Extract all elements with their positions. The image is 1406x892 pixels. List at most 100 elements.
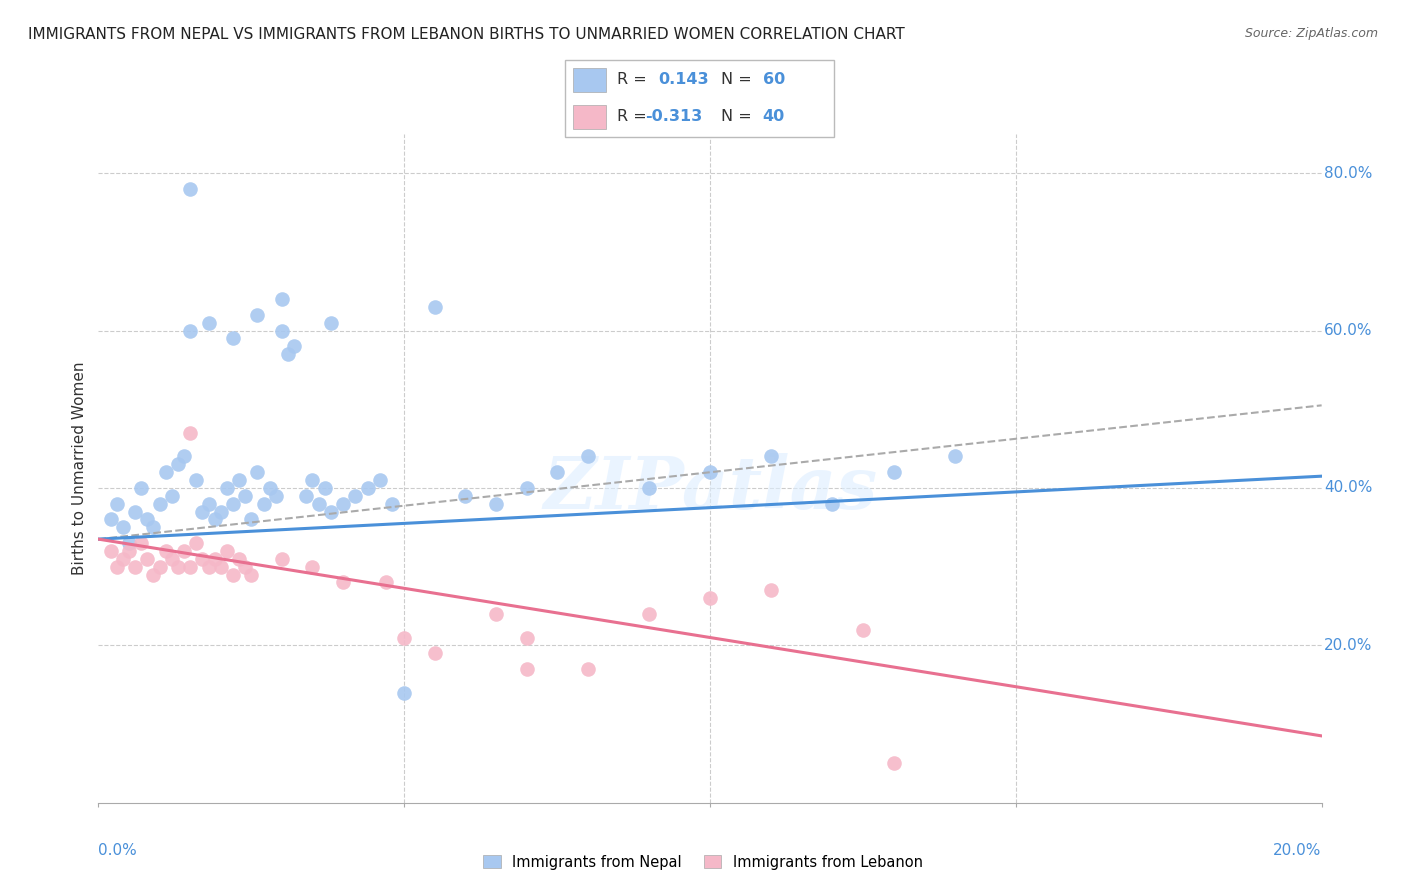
Point bbox=[179, 559, 201, 574]
Point bbox=[356, 481, 378, 495]
Point bbox=[118, 536, 141, 550]
Point bbox=[759, 583, 782, 598]
Point bbox=[160, 551, 183, 566]
Point bbox=[637, 607, 661, 621]
Point bbox=[423, 646, 446, 660]
Point bbox=[129, 481, 152, 495]
Point bbox=[277, 347, 299, 361]
Text: 60: 60 bbox=[762, 72, 785, 87]
Point bbox=[546, 465, 568, 479]
Point bbox=[301, 559, 323, 574]
Point bbox=[246, 308, 269, 322]
Point bbox=[344, 489, 367, 503]
Point bbox=[118, 544, 141, 558]
Legend: Immigrants from Nepal, Immigrants from Lebanon: Immigrants from Nepal, Immigrants from L… bbox=[477, 849, 929, 876]
Point bbox=[179, 425, 201, 440]
Point bbox=[516, 631, 538, 645]
Point bbox=[215, 481, 238, 495]
Point bbox=[883, 465, 905, 479]
Point bbox=[374, 575, 396, 590]
Point bbox=[155, 465, 177, 479]
Point bbox=[314, 481, 336, 495]
Point bbox=[332, 497, 354, 511]
Point bbox=[943, 450, 966, 464]
Point bbox=[149, 497, 172, 511]
Point bbox=[485, 497, 508, 511]
Point bbox=[186, 473, 208, 487]
Point bbox=[173, 450, 195, 464]
Point bbox=[111, 520, 134, 534]
Text: ZIPatlas: ZIPatlas bbox=[543, 453, 877, 524]
Point bbox=[381, 497, 404, 511]
Point bbox=[142, 567, 165, 582]
Point bbox=[191, 505, 214, 519]
Point bbox=[240, 512, 263, 526]
Point bbox=[332, 575, 354, 590]
Point bbox=[149, 559, 172, 574]
Text: Source: ZipAtlas.com: Source: ZipAtlas.com bbox=[1244, 27, 1378, 40]
Point bbox=[111, 551, 134, 566]
Point bbox=[197, 497, 219, 511]
Point bbox=[179, 324, 201, 338]
Point bbox=[160, 489, 183, 503]
Point bbox=[233, 489, 256, 503]
Point bbox=[222, 567, 245, 582]
Text: N =: N = bbox=[721, 72, 758, 87]
Point bbox=[454, 489, 477, 503]
Text: R =: R = bbox=[617, 109, 652, 124]
Point bbox=[100, 512, 122, 526]
Point bbox=[699, 465, 721, 479]
Point bbox=[295, 489, 318, 503]
Point bbox=[105, 497, 128, 511]
Text: R =: R = bbox=[617, 72, 657, 87]
Point bbox=[197, 316, 219, 330]
Point bbox=[100, 544, 122, 558]
Text: 0.0%: 0.0% bbox=[98, 843, 138, 858]
Point bbox=[129, 536, 152, 550]
FancyBboxPatch shape bbox=[574, 68, 606, 92]
Point bbox=[301, 473, 323, 487]
Point bbox=[270, 551, 292, 566]
Y-axis label: Births to Unmarried Women: Births to Unmarried Women bbox=[72, 361, 87, 575]
Point bbox=[173, 544, 195, 558]
Point bbox=[259, 481, 281, 495]
Point bbox=[576, 450, 599, 464]
Point bbox=[167, 458, 190, 472]
Point bbox=[124, 505, 146, 519]
Text: -0.313: -0.313 bbox=[644, 109, 702, 124]
Point bbox=[136, 551, 159, 566]
Text: 20.0%: 20.0% bbox=[1324, 638, 1372, 653]
Point bbox=[215, 544, 238, 558]
Point bbox=[270, 292, 292, 306]
Point bbox=[368, 473, 391, 487]
Point bbox=[240, 567, 263, 582]
Point bbox=[105, 559, 128, 574]
Point bbox=[222, 497, 245, 511]
Point bbox=[233, 559, 256, 574]
Text: 40: 40 bbox=[762, 109, 785, 124]
Point bbox=[209, 505, 232, 519]
Point bbox=[197, 559, 219, 574]
Point bbox=[204, 512, 226, 526]
Point bbox=[209, 559, 232, 574]
Point bbox=[191, 551, 214, 566]
Text: 40.0%: 40.0% bbox=[1324, 481, 1372, 495]
Point bbox=[883, 756, 905, 771]
Point bbox=[264, 489, 287, 503]
Point bbox=[228, 473, 250, 487]
Point bbox=[423, 300, 446, 314]
FancyBboxPatch shape bbox=[574, 104, 606, 128]
Point bbox=[167, 559, 190, 574]
Text: 60.0%: 60.0% bbox=[1324, 323, 1372, 338]
Point bbox=[637, 481, 661, 495]
Point bbox=[759, 450, 782, 464]
Point bbox=[179, 182, 201, 196]
Point bbox=[485, 607, 508, 621]
Point bbox=[204, 551, 226, 566]
Point bbox=[308, 497, 330, 511]
Point bbox=[252, 497, 274, 511]
Point bbox=[319, 505, 342, 519]
Point bbox=[852, 623, 875, 637]
Text: 0.143: 0.143 bbox=[658, 72, 709, 87]
Text: N =: N = bbox=[721, 109, 758, 124]
